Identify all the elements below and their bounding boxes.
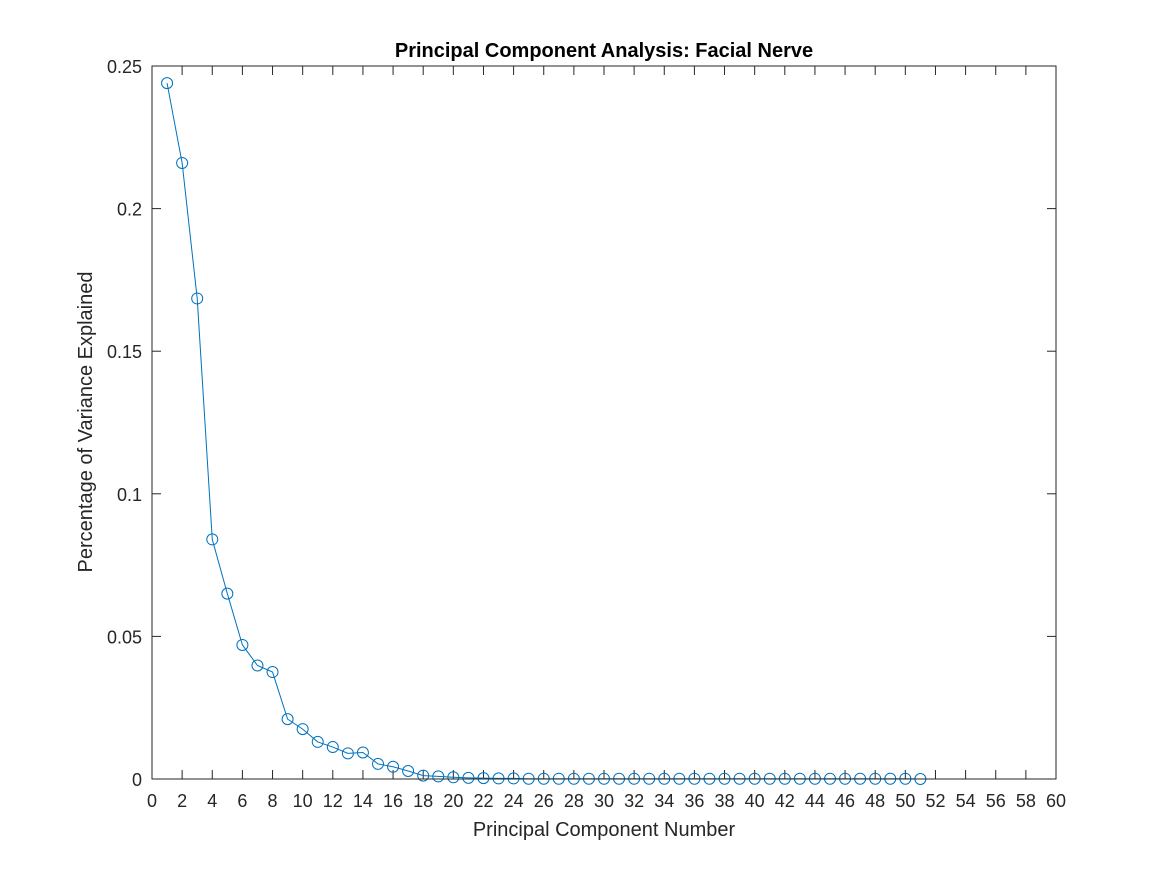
data-point: [492, 772, 505, 785]
x-tick-label: 14: [353, 791, 373, 811]
data-point: [206, 533, 219, 546]
plot-frame: [151, 65, 1057, 780]
data-point: [387, 760, 400, 773]
x-axis-label: Principal Component Number: [473, 819, 736, 841]
x-tick-label: 6: [237, 791, 247, 811]
data-point: [281, 713, 294, 726]
data-point: [191, 292, 204, 305]
data-point: [221, 587, 234, 600]
y-tick-label: 0.2: [117, 200, 142, 220]
x-tick-label: 52: [925, 791, 945, 811]
data-point: [447, 771, 460, 784]
data-point: [296, 723, 309, 736]
data-point: [341, 747, 354, 760]
y-axis-label: Percentage of Variance Explained: [75, 272, 97, 573]
x-tick-label: 44: [805, 791, 825, 811]
data-point: [266, 666, 279, 679]
data-point: [326, 741, 339, 754]
x-tick-label: 46: [835, 791, 855, 811]
x-tick-label: 34: [654, 791, 674, 811]
x-tick-label: 22: [473, 791, 493, 811]
data-point: [507, 772, 520, 785]
data-point: [372, 757, 384, 770]
data-point: [402, 765, 415, 778]
x-tick-label: 18: [413, 791, 433, 811]
x-tick-label: 4: [207, 791, 217, 811]
data-point: [176, 156, 189, 169]
data-point: [432, 770, 445, 783]
x-tick-label: 2: [177, 791, 187, 811]
data-point: [417, 769, 430, 782]
x-tick-label: 12: [323, 791, 343, 811]
data-point: [477, 772, 490, 785]
y-tick-label: 0.1: [117, 485, 142, 505]
x-tick-label: 30: [594, 791, 614, 811]
x-tick-label: 36: [684, 791, 704, 811]
x-tick-label: 54: [956, 791, 976, 811]
tick-labels: 0 2 4 6 8 10 12 14 16 18 20 22 24 26 28 30 32 34 36 38 40 42 4…: [107, 57, 1066, 811]
y-tick-label: 0: [132, 770, 142, 790]
x-tick-label: 10: [293, 791, 313, 811]
y-tick-label: 0.15: [107, 342, 142, 362]
x-tick-label: 48: [865, 791, 885, 811]
x-tick-label: 28: [564, 791, 584, 811]
x-tick-label: 20: [443, 791, 463, 811]
x-tick-label: 40: [745, 791, 765, 811]
x-tick-label: 60: [1046, 791, 1066, 811]
x-tick-label: 8: [268, 791, 278, 811]
chart-title: Principal Component Analysis: Facial Ner…: [395, 40, 813, 62]
x-tick-label: 58: [1016, 791, 1036, 811]
x-tick-label: 42: [775, 791, 795, 811]
data-point: [161, 77, 174, 90]
data-point: [356, 746, 369, 759]
y-tick-label: 0.25: [107, 57, 142, 77]
data-point: [462, 771, 475, 784]
y-tick-label: 0.05: [107, 627, 142, 647]
x-tick-label: 24: [504, 791, 524, 811]
x-tick-label: 16: [383, 791, 403, 811]
data-point: [236, 638, 249, 651]
x-tick-label: 26: [534, 791, 554, 811]
plot-area: [152, 66, 1056, 779]
x-tick-label: 0: [147, 791, 157, 811]
data-point: [311, 735, 324, 748]
data-point: [251, 659, 264, 672]
x-tick-label: 50: [895, 791, 915, 811]
x-tick-label: 38: [715, 791, 735, 811]
x-tick-label: 56: [986, 791, 1006, 811]
x-tick-label: 32: [624, 791, 644, 811]
